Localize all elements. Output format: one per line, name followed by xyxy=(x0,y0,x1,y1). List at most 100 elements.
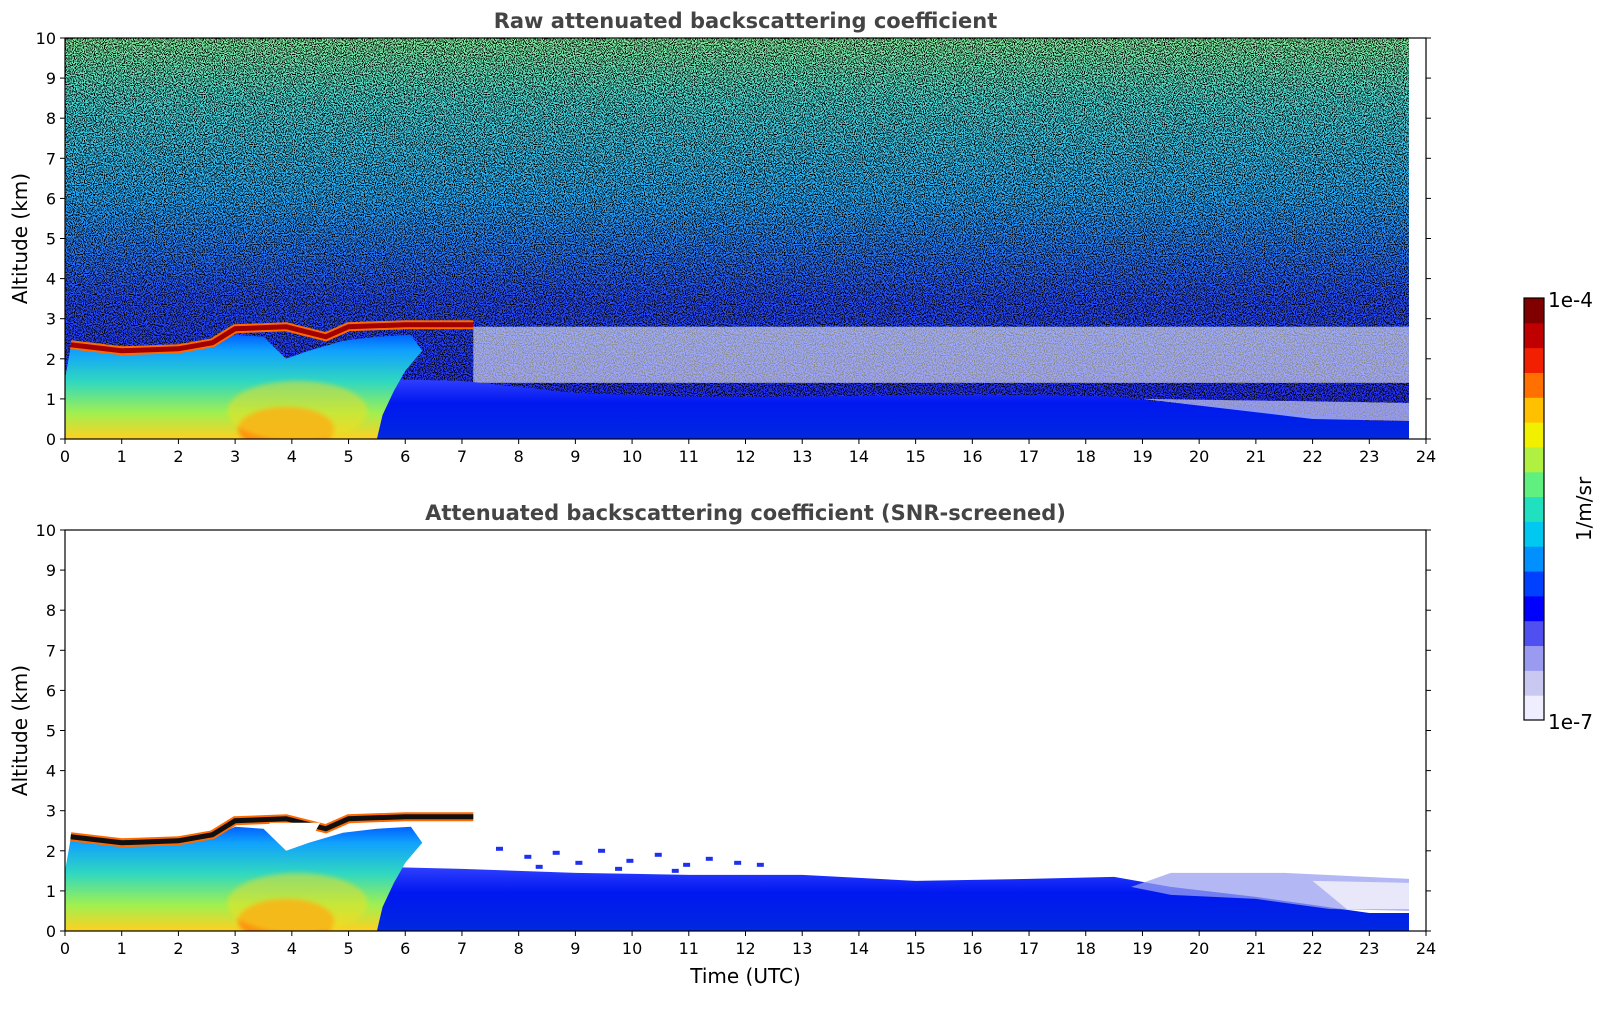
boundary-layer xyxy=(371,378,1409,439)
x-tick-label: 9 xyxy=(570,939,580,958)
x-tick-label: 12 xyxy=(735,447,755,466)
colorbar-swatch xyxy=(1524,446,1544,473)
x-axis-label: Time (UTC) xyxy=(689,964,801,988)
x-tick-label: 10 xyxy=(622,447,642,466)
y-tick-label: 3 xyxy=(46,310,56,329)
y-tick-label: 10 xyxy=(36,29,56,48)
x-tick-label: 19 xyxy=(1132,447,1152,466)
x-tick-label: 8 xyxy=(514,447,524,466)
y-tick-label: 3 xyxy=(46,802,56,821)
colorbar-swatch xyxy=(1524,322,1544,349)
colorbar-swatch xyxy=(1524,670,1544,696)
x-tick-label: 6 xyxy=(400,447,410,466)
y-tick-label: 6 xyxy=(46,681,56,700)
faint-layer xyxy=(1312,880,1409,909)
y-tick-label: 0 xyxy=(46,430,56,449)
x-tick-label: 15 xyxy=(905,447,925,466)
cloud-fragment xyxy=(535,864,543,869)
cloud-fragment xyxy=(615,866,623,871)
colorbar-swatch xyxy=(1524,595,1544,622)
cloud-fragment xyxy=(552,850,560,855)
colorbar-swatch xyxy=(1524,471,1544,498)
x-tick-label: 0 xyxy=(60,447,70,466)
x-tick-label: 14 xyxy=(849,939,869,958)
y-tick-label: 0 xyxy=(46,922,56,941)
y-tick-label: 4 xyxy=(46,270,56,289)
y-axis-label: Altitude (km) xyxy=(8,665,32,796)
y-tick-label: 9 xyxy=(46,561,56,580)
colorbar-swatch xyxy=(1524,397,1544,423)
colorbar-unit-label: 1/m/sr xyxy=(1572,476,1596,541)
x-tick-label: 19 xyxy=(1132,939,1152,958)
cloud-layer xyxy=(70,322,474,354)
colorbar-swatch xyxy=(1524,422,1544,448)
colorbar-swatch xyxy=(1524,298,1544,324)
cloud-fragment xyxy=(671,868,679,873)
faint-layer xyxy=(1142,398,1409,421)
x-tick-label: 12 xyxy=(735,939,755,958)
colorbar-swatch xyxy=(1524,571,1544,597)
cloud-fragment xyxy=(756,862,764,867)
aerosol-core xyxy=(227,380,368,439)
aerosol-core xyxy=(227,872,368,931)
colorbar-swatch xyxy=(1524,620,1544,647)
x-tick-label: 7 xyxy=(457,447,467,466)
cloud-layer xyxy=(70,814,474,846)
x-tick-label: 23 xyxy=(1359,939,1379,958)
x-tick-label: 1 xyxy=(117,447,127,466)
x-tick-label: 22 xyxy=(1302,447,1322,466)
colorbar-swatch xyxy=(1524,372,1544,398)
x-tick-label: 9 xyxy=(570,447,580,466)
y-tick-label: 5 xyxy=(46,722,56,741)
x-tick-label: 13 xyxy=(792,447,812,466)
x-tick-label: 24 xyxy=(1416,447,1436,466)
y-tick-label: 4 xyxy=(46,762,56,781)
colorbar-swatch xyxy=(1524,695,1544,721)
y-tick-label: 2 xyxy=(46,842,56,861)
x-tick-label: 8 xyxy=(514,939,524,958)
x-tick-label: 3 xyxy=(230,447,240,466)
cloud-fragment xyxy=(626,858,634,863)
x-tick-label: 14 xyxy=(849,447,869,466)
cloud-fragment xyxy=(683,862,691,867)
sparse-noise-band xyxy=(473,326,1409,383)
x-tick-label: 5 xyxy=(343,447,353,466)
x-tick-label: 16 xyxy=(962,447,982,466)
y-tick-label: 1 xyxy=(46,390,56,409)
x-tick-label: 6 xyxy=(400,939,410,958)
x-tick-label: 16 xyxy=(962,939,982,958)
colorbar-swatch xyxy=(1524,546,1544,572)
y-tick-label: 1 xyxy=(46,882,56,901)
y-tick-label: 7 xyxy=(46,641,56,660)
x-tick-label: 23 xyxy=(1359,447,1379,466)
x-tick-label: 17 xyxy=(1019,447,1039,466)
cloud-fragment xyxy=(734,860,742,865)
heatmap-area xyxy=(65,812,1409,931)
cloud-fragment xyxy=(598,848,606,853)
y-axis-label: Altitude (km) xyxy=(8,173,32,304)
x-tick-label: 3 xyxy=(230,939,240,958)
colorbar-swatch xyxy=(1524,645,1544,671)
x-tick-label: 11 xyxy=(679,939,699,958)
x-tick-label: 20 xyxy=(1189,447,1209,466)
x-tick-label: 24 xyxy=(1416,939,1436,958)
colorbar-swatch xyxy=(1524,496,1544,522)
x-tick-label: 21 xyxy=(1246,447,1266,466)
cloud-fragment xyxy=(524,854,532,859)
panel-title: Raw attenuated backscattering coefficien… xyxy=(494,9,998,33)
x-tick-label: 20 xyxy=(1189,939,1209,958)
panel-2: Attenuated backscattering coefficient (S… xyxy=(8,501,1436,988)
x-tick-label: 0 xyxy=(60,939,70,958)
x-tick-label: 22 xyxy=(1302,939,1322,958)
colorbar: 1e-4 1e-7 1/m/sr xyxy=(1523,288,1596,734)
x-tick-label: 4 xyxy=(287,447,297,466)
x-tick-label: 18 xyxy=(1076,939,1096,958)
cloud-fragment xyxy=(654,852,662,857)
y-tick-label: 6 xyxy=(46,189,56,208)
colorbar-swatch xyxy=(1524,347,1544,373)
cloud-fragment xyxy=(495,846,503,851)
y-tick-label: 8 xyxy=(46,109,56,128)
x-tick-label: 17 xyxy=(1019,939,1039,958)
x-tick-label: 13 xyxy=(792,939,812,958)
x-tick-label: 2 xyxy=(173,939,183,958)
